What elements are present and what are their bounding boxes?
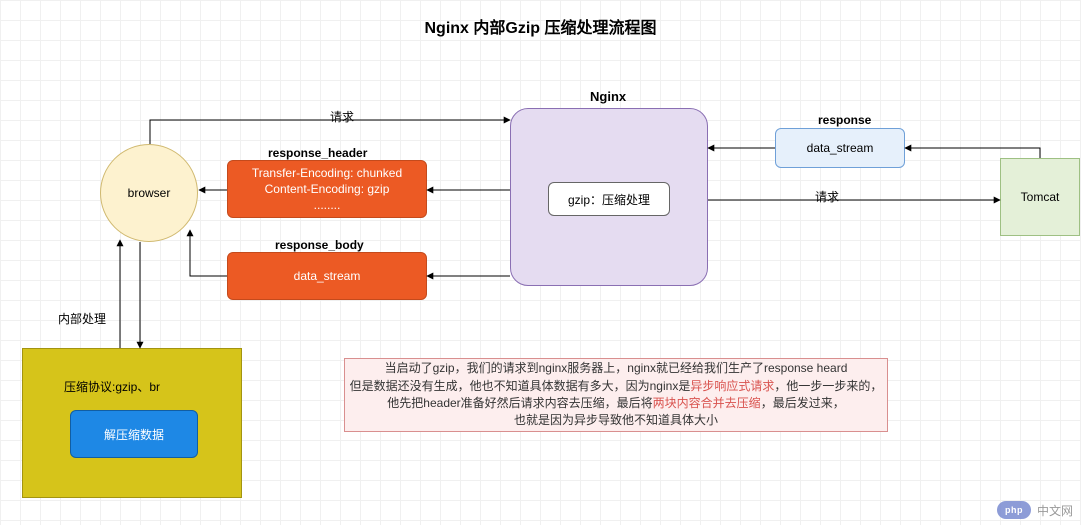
- node-response-header: Transfer-Encoding: chunked Content-Encod…: [227, 160, 427, 218]
- node-browser: browser: [100, 144, 198, 242]
- node-note: 当启动了gzip，我们的请求到nginx服务器上，nginx就已经给我们生产了r…: [344, 358, 888, 432]
- watermark: php 中文网: [997, 501, 1073, 519]
- edge-label-request-2: 请求: [815, 188, 839, 205]
- label-response-body: response_body: [275, 238, 364, 252]
- node-gzip-inner: gzip：压缩处理: [548, 182, 670, 216]
- edge-label-internal: 内部处理: [58, 310, 106, 327]
- node-response-datastream: data_stream: [775, 128, 905, 168]
- label-response: response: [818, 113, 871, 127]
- label-response-header: response_header: [268, 146, 367, 160]
- edge-label-request-1: 请求: [330, 108, 354, 125]
- label-compress-protocol: 压缩协议:gzip、br: [64, 378, 160, 395]
- node-response-body: data_stream: [227, 252, 427, 300]
- watermark-logo: php: [997, 501, 1031, 519]
- watermark-text: 中文网: [1037, 502, 1073, 519]
- diagram-title: Nginx 内部Gzip 压缩处理流程图: [0, 14, 1081, 38]
- label-nginx: Nginx: [590, 89, 626, 104]
- node-tomcat: Tomcat: [1000, 158, 1080, 236]
- node-decompress: 解压缩数据: [70, 410, 198, 458]
